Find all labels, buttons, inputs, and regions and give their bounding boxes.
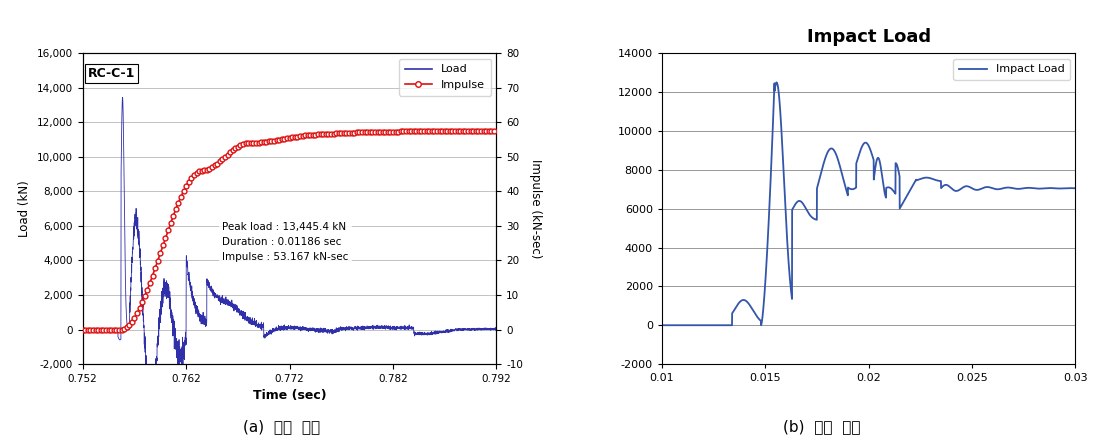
Impact Load	[814, 172, 827, 178]
Impulse	[303, 132, 317, 138]
Line: Impulse: Impulse	[81, 129, 496, 332]
Impact Load	[1069, 186, 1082, 191]
Text: Peak load : 13,445.4 kN
Duration : 0.01186 sec
Impulse : 53.167 kN-sec: Peak load : 13,445.4 kN Duration : 0.011…	[223, 222, 349, 262]
Text: (b)  해석  결과: (b) 해석 결과	[783, 419, 860, 434]
Impulse	[467, 128, 480, 134]
Load	[377, 325, 390, 330]
Impulse	[342, 130, 355, 135]
Line: Impact Load: Impact Load	[662, 83, 1075, 325]
Legend: Impact Load: Impact Load	[953, 59, 1070, 80]
Impulse	[76, 327, 89, 332]
Legend: Load, Impulse: Load, Impulse	[399, 59, 491, 95]
Title: Impact Load: Impact Load	[806, 28, 931, 46]
X-axis label: Time (sec): Time (sec)	[253, 389, 326, 402]
Text: (a)  실험  결과: (a) 실험 결과	[243, 419, 320, 434]
Impact Load	[770, 80, 783, 85]
Impact Load	[1061, 186, 1074, 191]
Impact Load	[1016, 186, 1029, 191]
Impact Load	[727, 309, 740, 314]
Y-axis label: Impulse (kN-sec): Impulse (kN-sec)	[529, 159, 543, 258]
Text: RC-C-1: RC-C-1	[88, 67, 136, 80]
Impulse	[413, 129, 426, 134]
Impulse	[159, 235, 172, 241]
Impact Load	[655, 322, 668, 328]
Load	[478, 326, 491, 331]
Load	[144, 414, 158, 420]
Load	[76, 327, 89, 332]
Load	[254, 323, 267, 328]
Line: Load: Load	[83, 97, 496, 417]
Impulse	[488, 128, 501, 134]
Impact Load	[832, 159, 845, 164]
Load	[116, 95, 129, 100]
Load	[490, 327, 503, 332]
Load	[457, 326, 470, 332]
Load	[272, 326, 286, 331]
Impact Load	[703, 322, 716, 328]
Load	[250, 321, 264, 327]
Impulse	[192, 168, 205, 174]
Y-axis label: Load (kN): Load (kN)	[19, 180, 31, 237]
